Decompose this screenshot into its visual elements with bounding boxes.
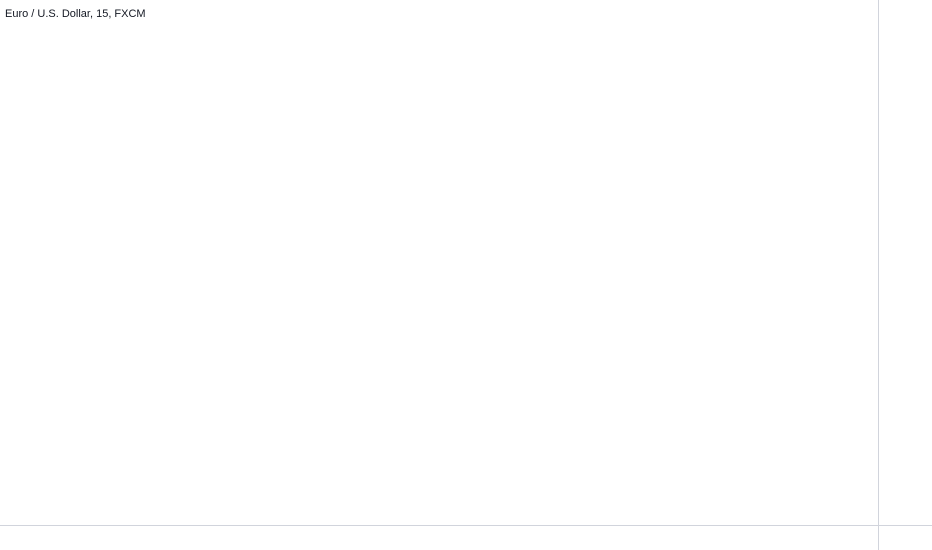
chart-title: Euro / U.S. Dollar, 15, FXCM: [5, 8, 146, 20]
